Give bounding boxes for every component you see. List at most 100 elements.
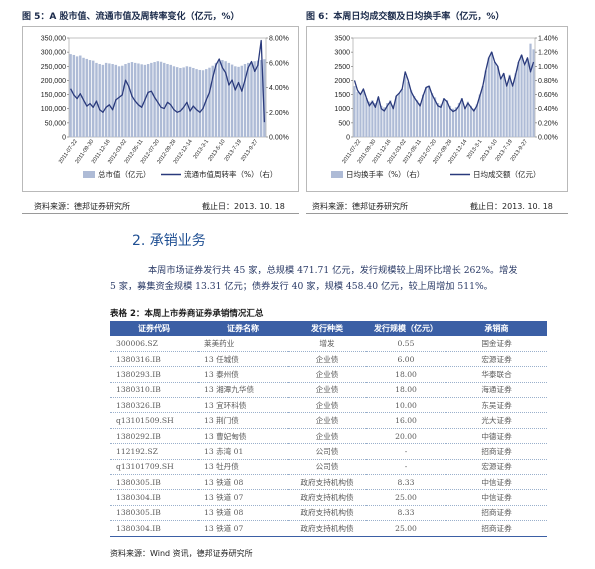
table-source: 资料来源：Wind 资讯，德邦证券研究所 (110, 549, 253, 558)
bar (475, 104, 478, 137)
bar (130, 62, 134, 137)
cell-code: 1380305.IB (110, 474, 198, 491)
bar (499, 77, 502, 137)
bar (517, 62, 520, 137)
figure-6-title: 图 6：本周日均成交额及日均换手率（亿元，%） (306, 12, 505, 22)
cell-size: - (366, 443, 446, 460)
cell-type: 公司债 (288, 459, 366, 476)
bar (221, 60, 224, 137)
bar (383, 107, 386, 137)
cell-type: 政府支持机构债 (288, 474, 366, 491)
bar (69, 54, 72, 137)
left-tick-label: 0 (346, 135, 350, 142)
right-tick-label: 0.00% (538, 135, 558, 142)
left-tick-label: 300,000 (41, 50, 66, 57)
cell-type: 政府支持机构债 (288, 505, 366, 522)
cell-size: 18.00 (366, 366, 446, 383)
section-heading: 2. 承销业务 (132, 233, 206, 249)
bar (75, 56, 79, 137)
bar (185, 66, 189, 137)
bar (454, 107, 458, 137)
bar (104, 62, 108, 137)
cell-type: 企业债 (288, 366, 366, 383)
bar (448, 105, 452, 137)
bar (380, 105, 383, 137)
table-row: 1380326.IB 13 宜环科债 企业债 10.00 东吴证券 (110, 397, 547, 414)
bar (198, 69, 202, 137)
bar (398, 93, 401, 137)
bar (484, 70, 487, 137)
bar (469, 105, 472, 137)
bar (442, 98, 446, 137)
legend-label: 日均换手率（%）（右） (346, 169, 424, 179)
underwriting-table: 证券代码 证券名称 发行种类 发行规模（亿元） 承销商 300006.SZ 莱美药… (110, 321, 547, 537)
bar (214, 62, 218, 137)
table-row: 1380304.IB 13 铁道 07 政府支持机构债 25.00 招商证券 (110, 520, 547, 537)
cell-size: 10.00 (366, 397, 446, 414)
bar (356, 91, 359, 137)
bar (392, 105, 395, 137)
cell-underwriter: 中德证券 (446, 428, 547, 445)
bar (230, 64, 234, 137)
left-tick-label: 250,000 (41, 64, 66, 71)
figure-6-date: 截止日：2013. 10. 18 (470, 202, 553, 211)
bar (422, 94, 425, 137)
bar (88, 60, 92, 137)
cell-code: 1380293.IB (110, 366, 198, 383)
right-tick-label: 0.00% (269, 135, 289, 142)
bar (263, 59, 266, 137)
bar (371, 100, 374, 137)
table-row: 1380305.IB 13 铁道 08 政府支持机构债 8.33 招商证券 (110, 505, 547, 522)
bar (234, 66, 237, 137)
bar (127, 62, 130, 137)
figure-5-source-rule (22, 213, 299, 214)
cell-name: 13 赤湾 01 (198, 443, 288, 460)
bar (95, 62, 98, 137)
bar (243, 64, 247, 137)
bar (201, 70, 205, 137)
bar (188, 66, 192, 137)
cell-code: q13101509.SH (110, 412, 198, 429)
bar (419, 103, 422, 137)
bar (502, 73, 505, 137)
bar (117, 66, 121, 137)
bar (179, 67, 182, 137)
cell-name: 13 曹妃甸债 (198, 428, 288, 445)
bar (121, 65, 124, 137)
bar (256, 60, 260, 137)
figure-5-chart: 350,000 300,000 250,000 200,000 150,000 100,0… (22, 26, 299, 192)
cell-name: 13 铁道 08 (198, 505, 288, 522)
series-line (70, 39, 266, 123)
right-tick-label: 4.00% (269, 85, 289, 92)
figure-5-source: 资料来源：德邦证券研究所 (34, 202, 130, 211)
bar (529, 43, 532, 137)
cell-size: 20.00 (366, 428, 446, 445)
cell-name: 13 任城债 (198, 351, 288, 368)
bar (124, 64, 127, 137)
right-tick-label: 0.40% (538, 106, 558, 113)
bar (72, 54, 76, 137)
bar (386, 103, 389, 137)
cell-code: 300006.SZ (110, 336, 198, 352)
bar (445, 100, 449, 137)
bar (395, 95, 398, 137)
bar (368, 101, 371, 137)
bar (466, 101, 469, 137)
cell-underwriter: 海通证券 (446, 382, 547, 399)
cell-underwriter: 宏源证券 (446, 351, 547, 368)
left-tick-label: 500 (338, 120, 350, 127)
legend-swatch-bar (83, 171, 95, 178)
figure-6-chart: 3500 3000 2500 2000 1500 1000 500 0 1.40% 1.20% 1.… (306, 26, 568, 192)
bar (508, 74, 511, 137)
bar (159, 61, 163, 138)
cell-name: 13 铁道 07 (198, 489, 288, 506)
bar (365, 98, 368, 137)
bar (511, 84, 514, 137)
bar (208, 67, 211, 137)
bar (150, 62, 153, 137)
bar (259, 60, 263, 137)
bar (490, 52, 493, 138)
bar (253, 61, 256, 137)
bar (425, 87, 428, 137)
right-tick-label: 1.20% (538, 50, 558, 57)
